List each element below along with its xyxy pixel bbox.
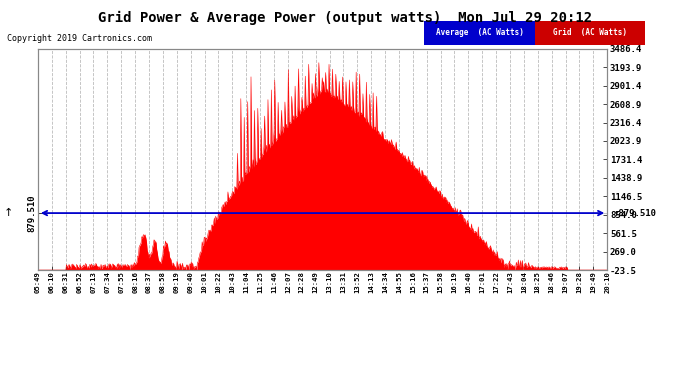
Text: Grid  (AC Watts): Grid (AC Watts) xyxy=(553,28,627,38)
FancyBboxPatch shape xyxy=(424,21,535,45)
Text: ↑879.510: ↑879.510 xyxy=(614,209,657,218)
Text: Average  (AC Watts): Average (AC Watts) xyxy=(435,28,524,38)
FancyBboxPatch shape xyxy=(535,21,645,45)
Text: ↑: ↑ xyxy=(3,208,13,218)
Text: Copyright 2019 Cartronics.com: Copyright 2019 Cartronics.com xyxy=(7,34,152,43)
Text: Grid Power & Average Power (output watts)  Mon Jul 29 20:12: Grid Power & Average Power (output watts… xyxy=(98,11,592,26)
